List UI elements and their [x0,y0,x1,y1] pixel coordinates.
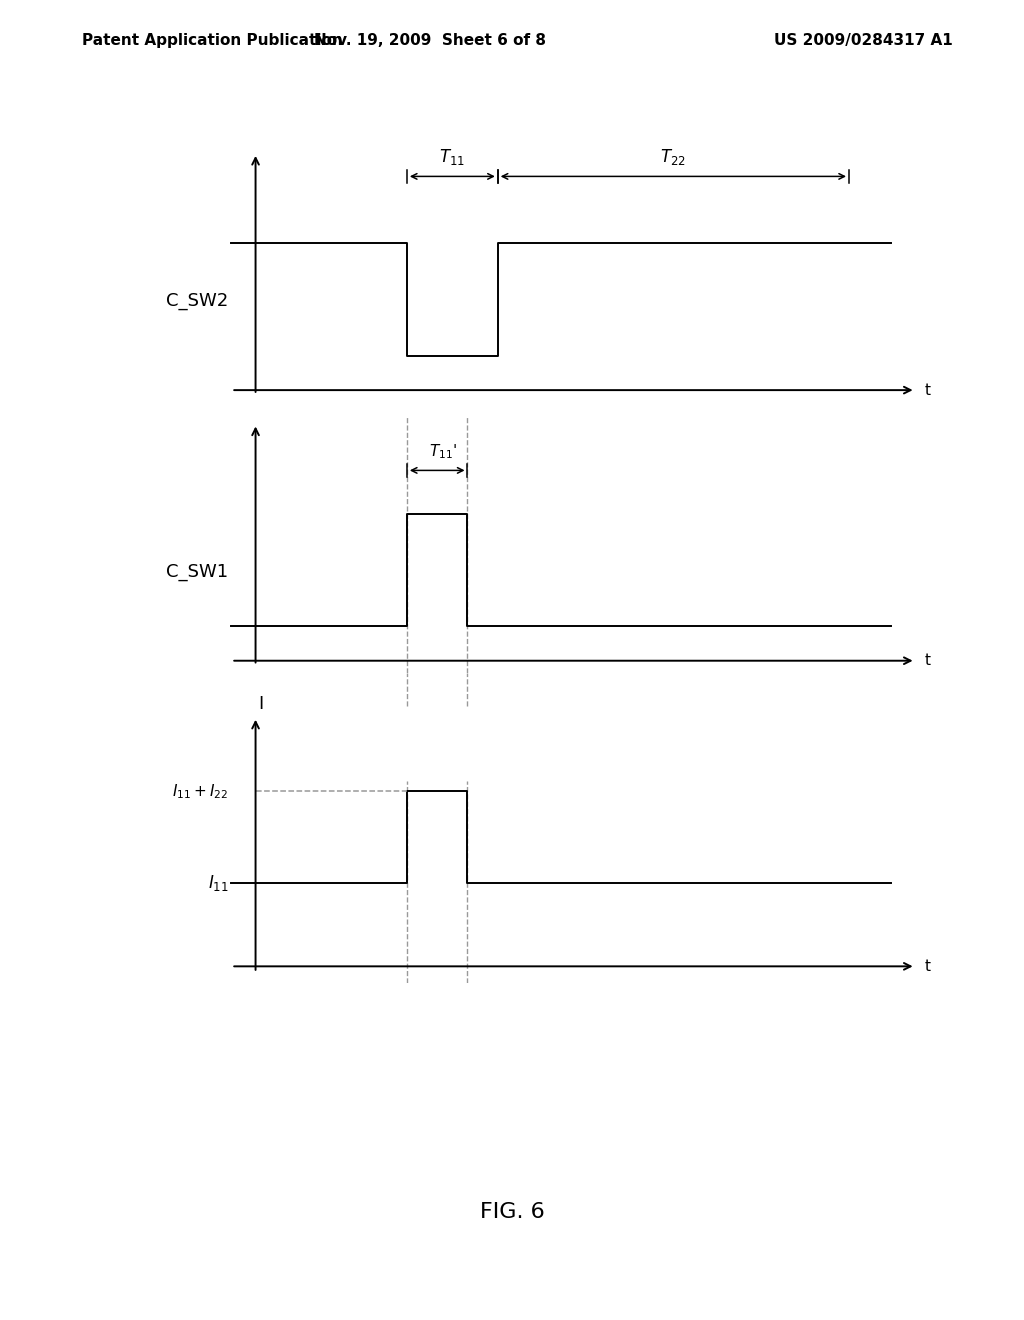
Text: Nov. 19, 2009  Sheet 6 of 8: Nov. 19, 2009 Sheet 6 of 8 [314,33,546,48]
Text: $I_{11}$: $I_{11}$ [208,874,228,894]
Text: FIG. 6: FIG. 6 [479,1201,545,1222]
Text: t: t [925,653,931,668]
Text: t: t [925,383,931,397]
Text: US 2009/0284317 A1: US 2009/0284317 A1 [773,33,952,48]
Text: $T_{22}$: $T_{22}$ [660,147,686,168]
Text: I: I [259,694,264,713]
Text: t: t [925,958,931,974]
Text: $T_{11}$': $T_{11}$' [429,442,458,461]
Text: C_SW1: C_SW1 [166,562,228,581]
Text: C_SW2: C_SW2 [166,292,228,310]
Text: $T_{11}$: $T_{11}$ [439,147,465,168]
Text: Patent Application Publication: Patent Application Publication [82,33,343,48]
Text: $I_{11}+I_{22}$: $I_{11}+I_{22}$ [172,783,228,801]
